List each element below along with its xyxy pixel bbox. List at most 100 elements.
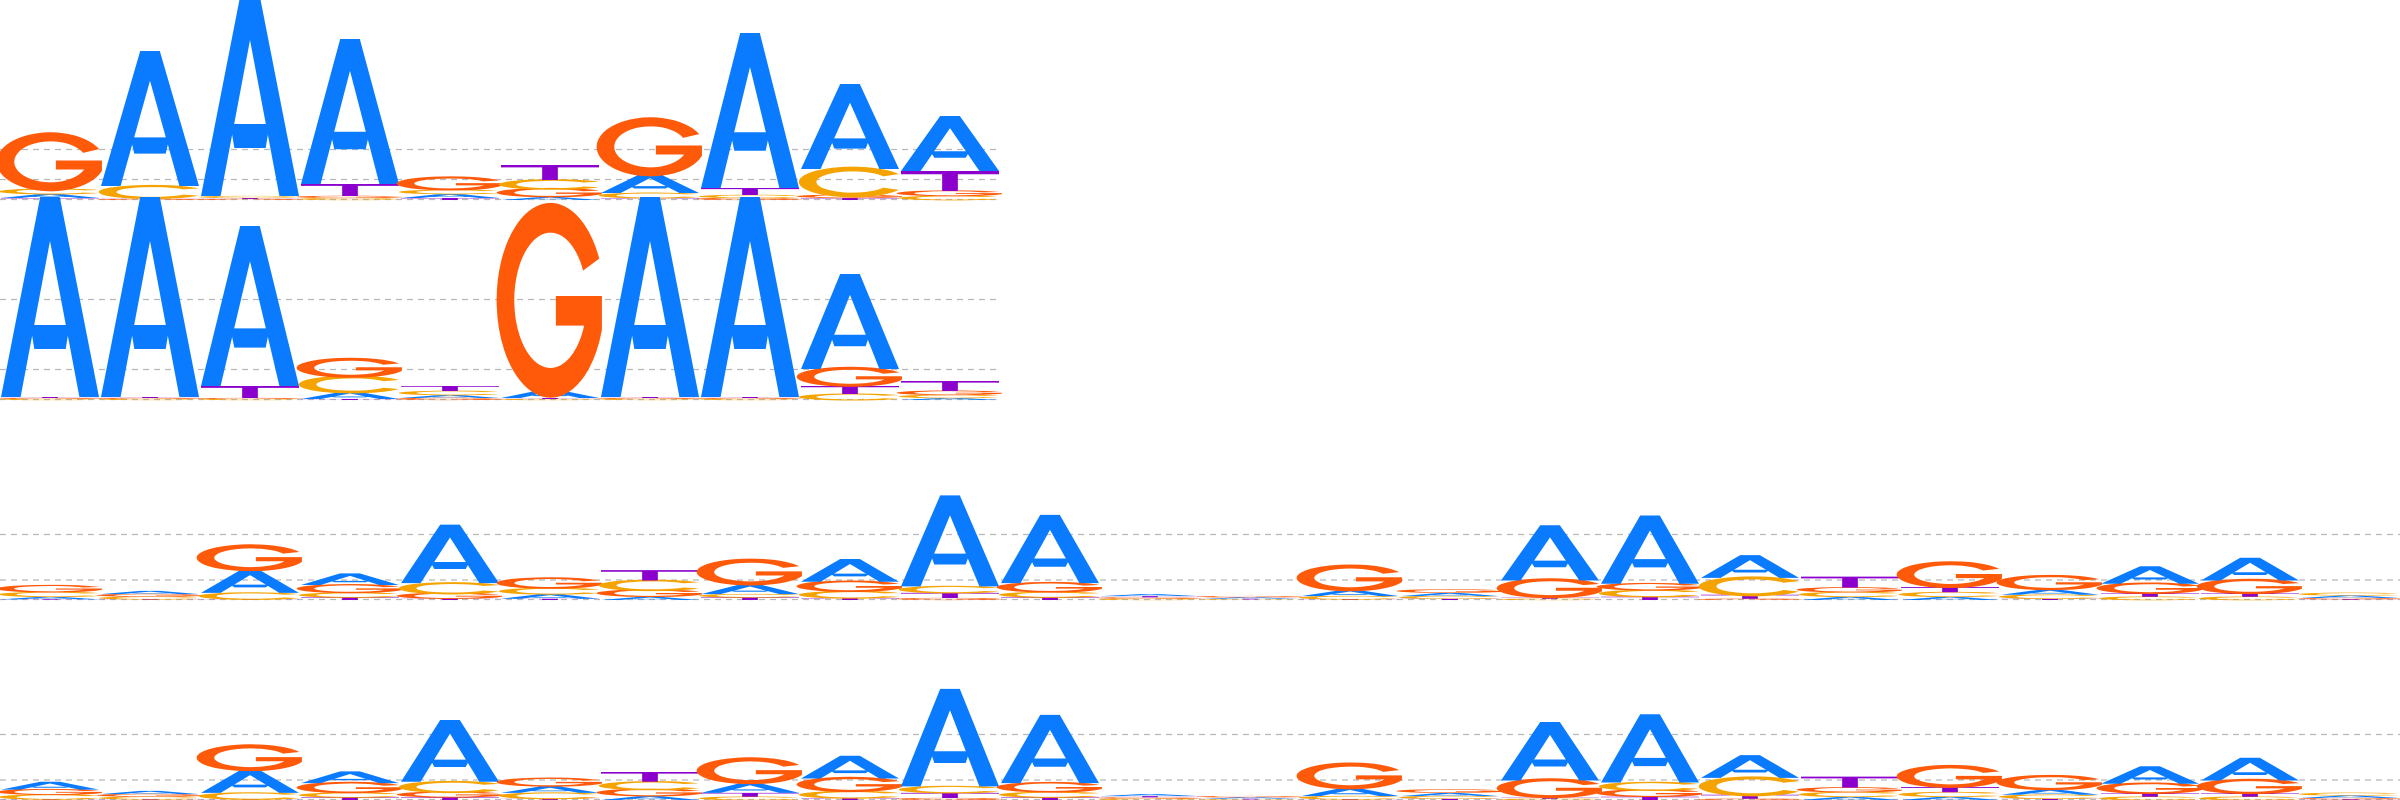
letter-t (501, 398, 599, 399)
letter-a (1901, 596, 1999, 600)
letter-t (1001, 797, 1099, 800)
letter-t (2001, 598, 2099, 600)
letter-g (896, 390, 1002, 396)
logo-column (896, 381, 1002, 400)
letter-g (1996, 574, 2102, 591)
letter-a (501, 594, 599, 599)
letter-t (701, 397, 799, 398)
letter-c (1799, 791, 1899, 798)
motif-logo-2 (0, 197, 1002, 401)
letter-a (401, 395, 499, 398)
motif-logo-4 (0, 688, 2400, 800)
logo-column (796, 84, 902, 200)
letter-t (1101, 796, 1199, 798)
letter-t (401, 797, 499, 800)
letter-g (296, 781, 402, 794)
letter-c (0, 398, 99, 401)
letter-t (1901, 587, 1999, 593)
letter-a (2101, 766, 2199, 784)
letter-c (798, 393, 899, 401)
letter-c (1599, 589, 1699, 598)
logo-column (1696, 755, 1802, 800)
logo-column (0, 781, 102, 800)
letter-c (1799, 591, 1899, 598)
logo-column (296, 771, 402, 800)
letter-a (601, 796, 699, 800)
letter-c (498, 792, 599, 800)
letter-t (1801, 776, 1899, 788)
letter-t (1201, 798, 1299, 800)
letter-g (496, 187, 602, 198)
letter-c (299, 792, 399, 798)
letter-t (301, 597, 399, 600)
letter-g (1196, 795, 1302, 798)
letter-a (301, 573, 399, 586)
letter-a (101, 197, 199, 397)
letter-t (1001, 597, 1099, 600)
logo-column (1796, 776, 1902, 800)
letter-a (701, 33, 799, 188)
letter-g (296, 584, 402, 594)
letter-c (398, 390, 499, 396)
letter-a (1, 781, 99, 790)
letter-g (696, 558, 802, 586)
letter-a (1701, 555, 1799, 578)
logo-column (896, 116, 1002, 201)
letter-a (701, 584, 799, 595)
letter-c (999, 591, 1099, 598)
letter-g (596, 117, 702, 177)
letter-g (1896, 764, 2002, 788)
logo-column (196, 226, 302, 401)
letter-t (2001, 798, 2099, 800)
logo-column (1996, 774, 2102, 800)
letter-c (498, 587, 599, 595)
logo-column (0, 132, 102, 200)
letter-a (1801, 796, 1899, 800)
letter-a (901, 688, 999, 787)
logo-column (196, 744, 302, 800)
letter-c (1998, 594, 2099, 600)
letter-t (101, 397, 199, 398)
letter-t (901, 171, 999, 191)
letter-a (2301, 795, 2399, 799)
logo-column (96, 790, 202, 800)
logo-column (496, 577, 602, 600)
letter-a (301, 39, 399, 184)
letter-t (1901, 787, 1999, 793)
letter-a (401, 720, 499, 782)
letter-t (401, 386, 499, 391)
letter-c (498, 179, 599, 190)
letter-g (996, 581, 1102, 593)
logo-column (596, 117, 702, 200)
letter-g (0, 132, 102, 192)
letter-c (798, 166, 899, 198)
letter-g (1296, 762, 1402, 790)
letter-g (596, 397, 702, 400)
letter-a (1601, 714, 1699, 783)
letter-a (901, 495, 999, 587)
logo-column (596, 197, 702, 401)
letter-a (301, 392, 399, 399)
letter-a (201, 226, 299, 386)
letter-t (801, 798, 899, 800)
letter-g (1896, 561, 2002, 589)
letter-a (801, 559, 899, 582)
letter-g (96, 793, 202, 797)
logo-column (2196, 757, 2302, 800)
letter-c (1698, 576, 1799, 597)
logo-column (2296, 592, 2400, 600)
letter-t (1101, 596, 1199, 598)
letter-t (2301, 599, 2399, 600)
letter-a (101, 590, 199, 595)
letter-g (0, 788, 102, 796)
letter-t (1701, 794, 1799, 799)
letter-g (496, 577, 602, 589)
letter-a (1001, 714, 1099, 784)
letter-c (1299, 595, 1399, 600)
letter-c (298, 375, 399, 394)
letter-a (201, 770, 299, 793)
letter-c (799, 790, 899, 799)
logo-column (996, 514, 1102, 600)
logo-column (296, 39, 402, 201)
letter-a (2001, 789, 2099, 795)
